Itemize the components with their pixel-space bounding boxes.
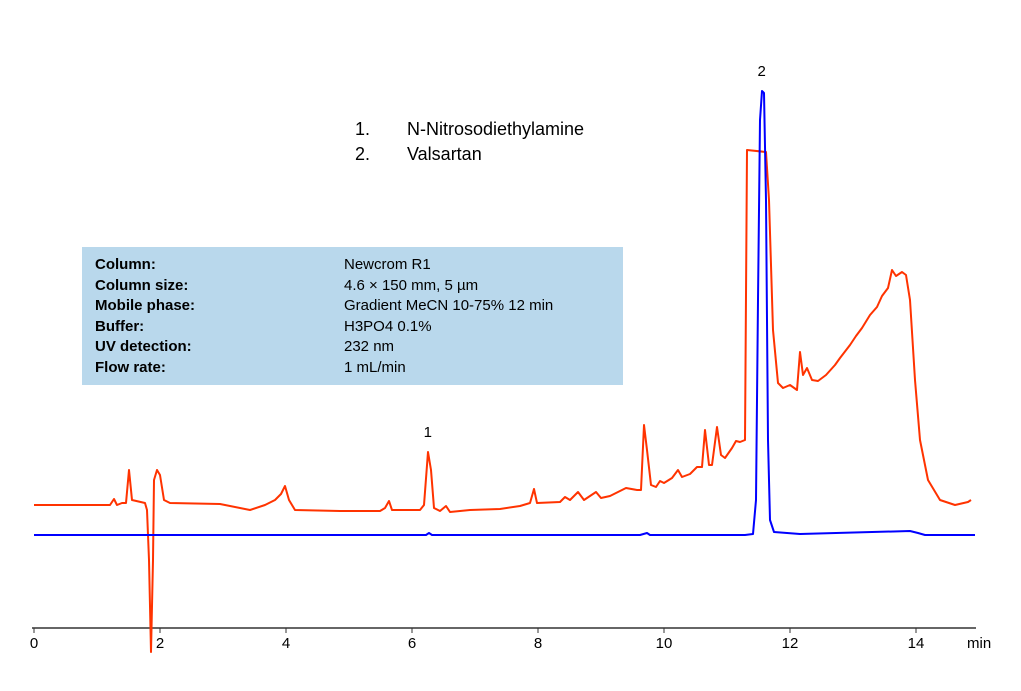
x-tick-label: 10 <box>656 635 673 652</box>
series-group <box>34 90 975 653</box>
series-line-red <box>34 149 972 653</box>
legend-item: 1. N-Nitrosodiethylamine <box>355 117 584 142</box>
info-value: Gradient MeCN 10-75% 12 min <box>344 297 554 315</box>
legend-name: N-Nitrosodiethylamine <box>407 119 585 139</box>
x-tick-label: 0 <box>30 635 38 652</box>
x-tick-label: 4 <box>282 635 290 652</box>
info-value: 232 nm <box>344 338 395 356</box>
peak-labels: 12 <box>424 63 766 441</box>
x-axis-ticks: 0 2 4 6 8 10 12 14 <box>30 628 925 652</box>
peak-label: 2 <box>757 63 765 80</box>
info-label: Mobile phase: <box>95 297 196 315</box>
peak-label: 1 <box>424 424 432 441</box>
peak-legend: 1. N-Nitrosodiethylamine 2. Valsartan <box>355 117 584 167</box>
x-tick-label: 2 <box>156 635 164 652</box>
x-tick-label: 8 <box>534 635 542 652</box>
series-line-blue <box>34 90 975 536</box>
info-value: 4.6 × 150 mm, 5 µm <box>344 276 479 294</box>
legend-number: 1. <box>355 119 371 139</box>
info-label: UV detection: <box>95 338 192 356</box>
info-label: Flow rate: <box>95 359 166 376</box>
legend-name: Valsartan <box>407 144 482 164</box>
x-tick-label: 6 <box>408 635 416 652</box>
legend-number: 2. <box>355 144 371 164</box>
info-label: Buffer: <box>95 317 145 335</box>
x-tick-label: 12 <box>782 635 799 652</box>
info-value: Newcrom R1 <box>344 256 431 273</box>
x-axis-label: min <box>967 635 991 652</box>
method-info-box: Column: Newcrom R1 Column size: 4.6 × 150 … <box>82 247 623 385</box>
legend-item: 2. Valsartan <box>355 142 584 167</box>
x-tick-label: 14 <box>908 635 925 652</box>
info-value: H3PO4 0.1% <box>344 317 432 335</box>
info-value: 1 mL/min <box>344 359 406 376</box>
info-label: Column size: <box>95 276 189 294</box>
info-label: Column: <box>95 256 156 273</box>
